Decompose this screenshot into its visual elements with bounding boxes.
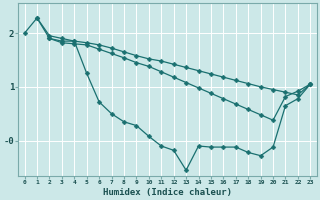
X-axis label: Humidex (Indice chaleur): Humidex (Indice chaleur) <box>103 188 232 197</box>
